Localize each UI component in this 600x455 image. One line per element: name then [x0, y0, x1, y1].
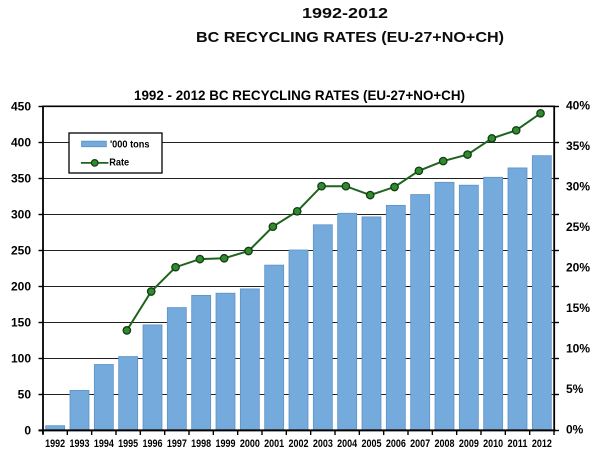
svg-text:20%: 20%	[566, 261, 590, 275]
svg-text:1993: 1993	[70, 438, 90, 450]
svg-text:1992 - 2012 BC RECYCLING RATES: 1992 - 2012 BC RECYCLING RATES (EU-27+NO…	[134, 87, 465, 103]
svg-text:2006: 2006	[386, 438, 406, 450]
svg-text:2000: 2000	[240, 438, 260, 450]
svg-text:150: 150	[11, 315, 31, 329]
svg-text:1995: 1995	[118, 438, 138, 450]
svg-text:2001: 2001	[264, 438, 284, 450]
svg-text:100: 100	[11, 351, 31, 365]
svg-text:1997: 1997	[167, 438, 187, 450]
svg-text:450: 450	[11, 99, 31, 113]
svg-text:1992: 1992	[45, 438, 65, 450]
svg-text:15%: 15%	[566, 301, 590, 315]
svg-text:350: 350	[11, 171, 31, 185]
svg-text:1999: 1999	[216, 438, 236, 450]
svg-text:400: 400	[11, 135, 31, 149]
svg-text:200: 200	[11, 279, 31, 293]
svg-text:10%: 10%	[566, 342, 590, 356]
svg-text:250: 250	[11, 243, 31, 257]
svg-text:2007: 2007	[410, 438, 430, 450]
svg-text:2005: 2005	[362, 438, 382, 450]
svg-text:2010: 2010	[483, 438, 503, 450]
svg-text:50: 50	[18, 387, 32, 401]
svg-text:5%: 5%	[566, 382, 584, 396]
svg-text:40%: 40%	[566, 99, 590, 113]
svg-text:2009: 2009	[459, 438, 479, 450]
svg-text:1994: 1994	[94, 438, 115, 450]
svg-text:300: 300	[11, 207, 31, 221]
svg-text:25%: 25%	[566, 220, 590, 234]
svg-text:35%: 35%	[566, 139, 590, 153]
svg-text:2003: 2003	[313, 438, 333, 450]
svg-text:30%: 30%	[566, 180, 590, 194]
svg-text:1996: 1996	[143, 438, 163, 450]
svg-text:0: 0	[24, 423, 31, 437]
svg-text:2008: 2008	[435, 438, 455, 450]
svg-text:2011: 2011	[508, 438, 528, 450]
svg-text:1998: 1998	[191, 438, 211, 450]
svg-text:BC RECYCLING RATES (EU-27+NO+C: BC RECYCLING RATES (EU-27+NO+CH)	[196, 29, 504, 46]
svg-text:Rate: Rate	[109, 158, 129, 169]
svg-text:'000 tons: '000 tons	[110, 139, 150, 150]
svg-text:2004: 2004	[337, 438, 358, 450]
svg-text:2012: 2012	[532, 438, 552, 450]
svg-text:1992-2012: 1992-2012	[302, 5, 388, 22]
svg-text:0%: 0%	[566, 423, 584, 437]
svg-text:2002: 2002	[289, 438, 309, 450]
